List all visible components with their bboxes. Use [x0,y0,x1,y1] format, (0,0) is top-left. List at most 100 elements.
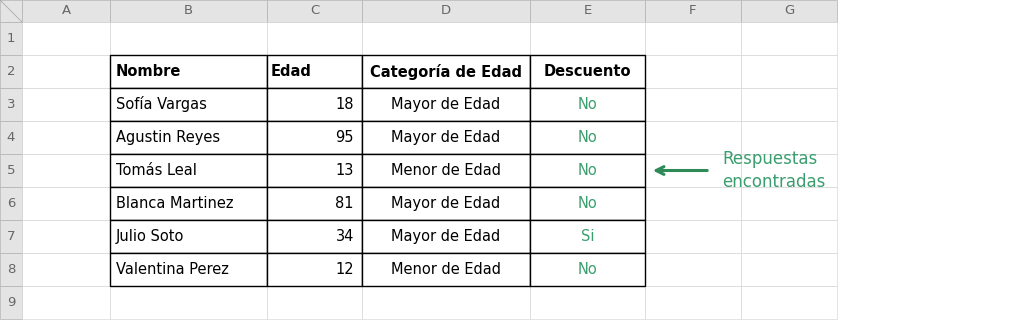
Bar [267,187,362,220]
Text: 2: 2 [7,65,15,78]
Text: Categoría de Edad: Categoría de Edad [370,63,522,79]
Bar [645,154,741,187]
Bar [362,187,530,220]
Bar [645,187,741,220]
Bar [267,88,362,121]
Bar [741,121,837,154]
Bar [110,220,267,253]
Bar [0,154,22,187]
Text: 6: 6 [7,197,15,210]
Text: Si: Si [581,229,594,244]
Bar [267,187,362,220]
Bar [110,187,267,220]
Bar [741,187,837,220]
Bar [110,286,267,319]
Bar [110,253,267,286]
Text: 7: 7 [7,230,15,243]
Bar [22,22,110,55]
Bar [530,253,645,286]
Bar [741,286,837,319]
Bar [362,88,530,121]
Text: Menor de Edad: Menor de Edad [391,163,501,178]
Text: No: No [578,262,597,277]
Text: Edad: Edad [271,64,312,79]
Bar [645,22,741,55]
Bar [741,22,837,55]
Bar [530,0,645,22]
Bar [362,88,530,121]
Bar [0,0,22,22]
Bar [110,0,267,22]
Text: F: F [689,5,696,18]
Bar [110,88,267,121]
Bar [530,154,645,187]
Text: Sofía Vargas: Sofía Vargas [116,96,207,112]
Text: Valentina Perez: Valentina Perez [116,262,229,277]
Text: No: No [578,196,597,211]
Bar [530,286,645,319]
Bar [110,154,267,187]
Bar [530,88,645,121]
Bar [267,154,362,187]
Text: Descuento: Descuento [544,64,631,79]
Text: 12: 12 [336,262,354,277]
Bar [741,154,837,187]
Bar [110,22,267,55]
Bar [0,22,22,55]
Bar [530,121,645,154]
Bar [267,121,362,154]
Text: 3: 3 [7,98,15,111]
Bar [645,55,741,88]
Bar [741,88,837,121]
Bar [267,55,362,88]
Bar [267,121,362,154]
Bar [530,187,645,220]
Bar [362,0,530,22]
Bar [267,0,362,22]
Bar [110,187,267,220]
Bar [362,187,530,220]
Bar [0,121,22,154]
Bar [22,220,110,253]
Bar [22,286,110,319]
Bar [0,286,22,319]
Bar [110,55,267,88]
Text: No: No [578,163,597,178]
Bar [22,121,110,154]
Bar [645,121,741,154]
Bar [362,286,530,319]
Bar [0,253,22,286]
Text: Mayor de Edad: Mayor de Edad [391,196,501,211]
Text: Tomás Leal: Tomás Leal [116,163,197,178]
Bar [530,220,645,253]
Bar [0,187,22,220]
Bar [362,121,530,154]
Bar [267,88,362,121]
Bar [362,253,530,286]
Bar [22,88,110,121]
Bar [0,88,22,121]
Bar [0,220,22,253]
Text: 34: 34 [336,229,354,244]
Text: 95: 95 [336,130,354,145]
Text: C: C [310,5,319,18]
Text: Respuestas
encontradas: Respuestas encontradas [722,150,825,191]
Bar [362,121,530,154]
Bar [362,253,530,286]
Bar [267,55,362,88]
Bar [110,121,267,154]
Bar [110,121,267,154]
Bar [530,253,645,286]
Text: A: A [61,5,71,18]
Bar [110,220,267,253]
Bar [741,0,837,22]
Bar [741,220,837,253]
Bar [530,187,645,220]
Text: No: No [578,130,597,145]
Bar [645,220,741,253]
Text: 1: 1 [7,32,15,45]
Bar [362,55,530,88]
Bar [362,55,530,88]
Text: 13: 13 [336,163,354,178]
Bar [741,55,837,88]
